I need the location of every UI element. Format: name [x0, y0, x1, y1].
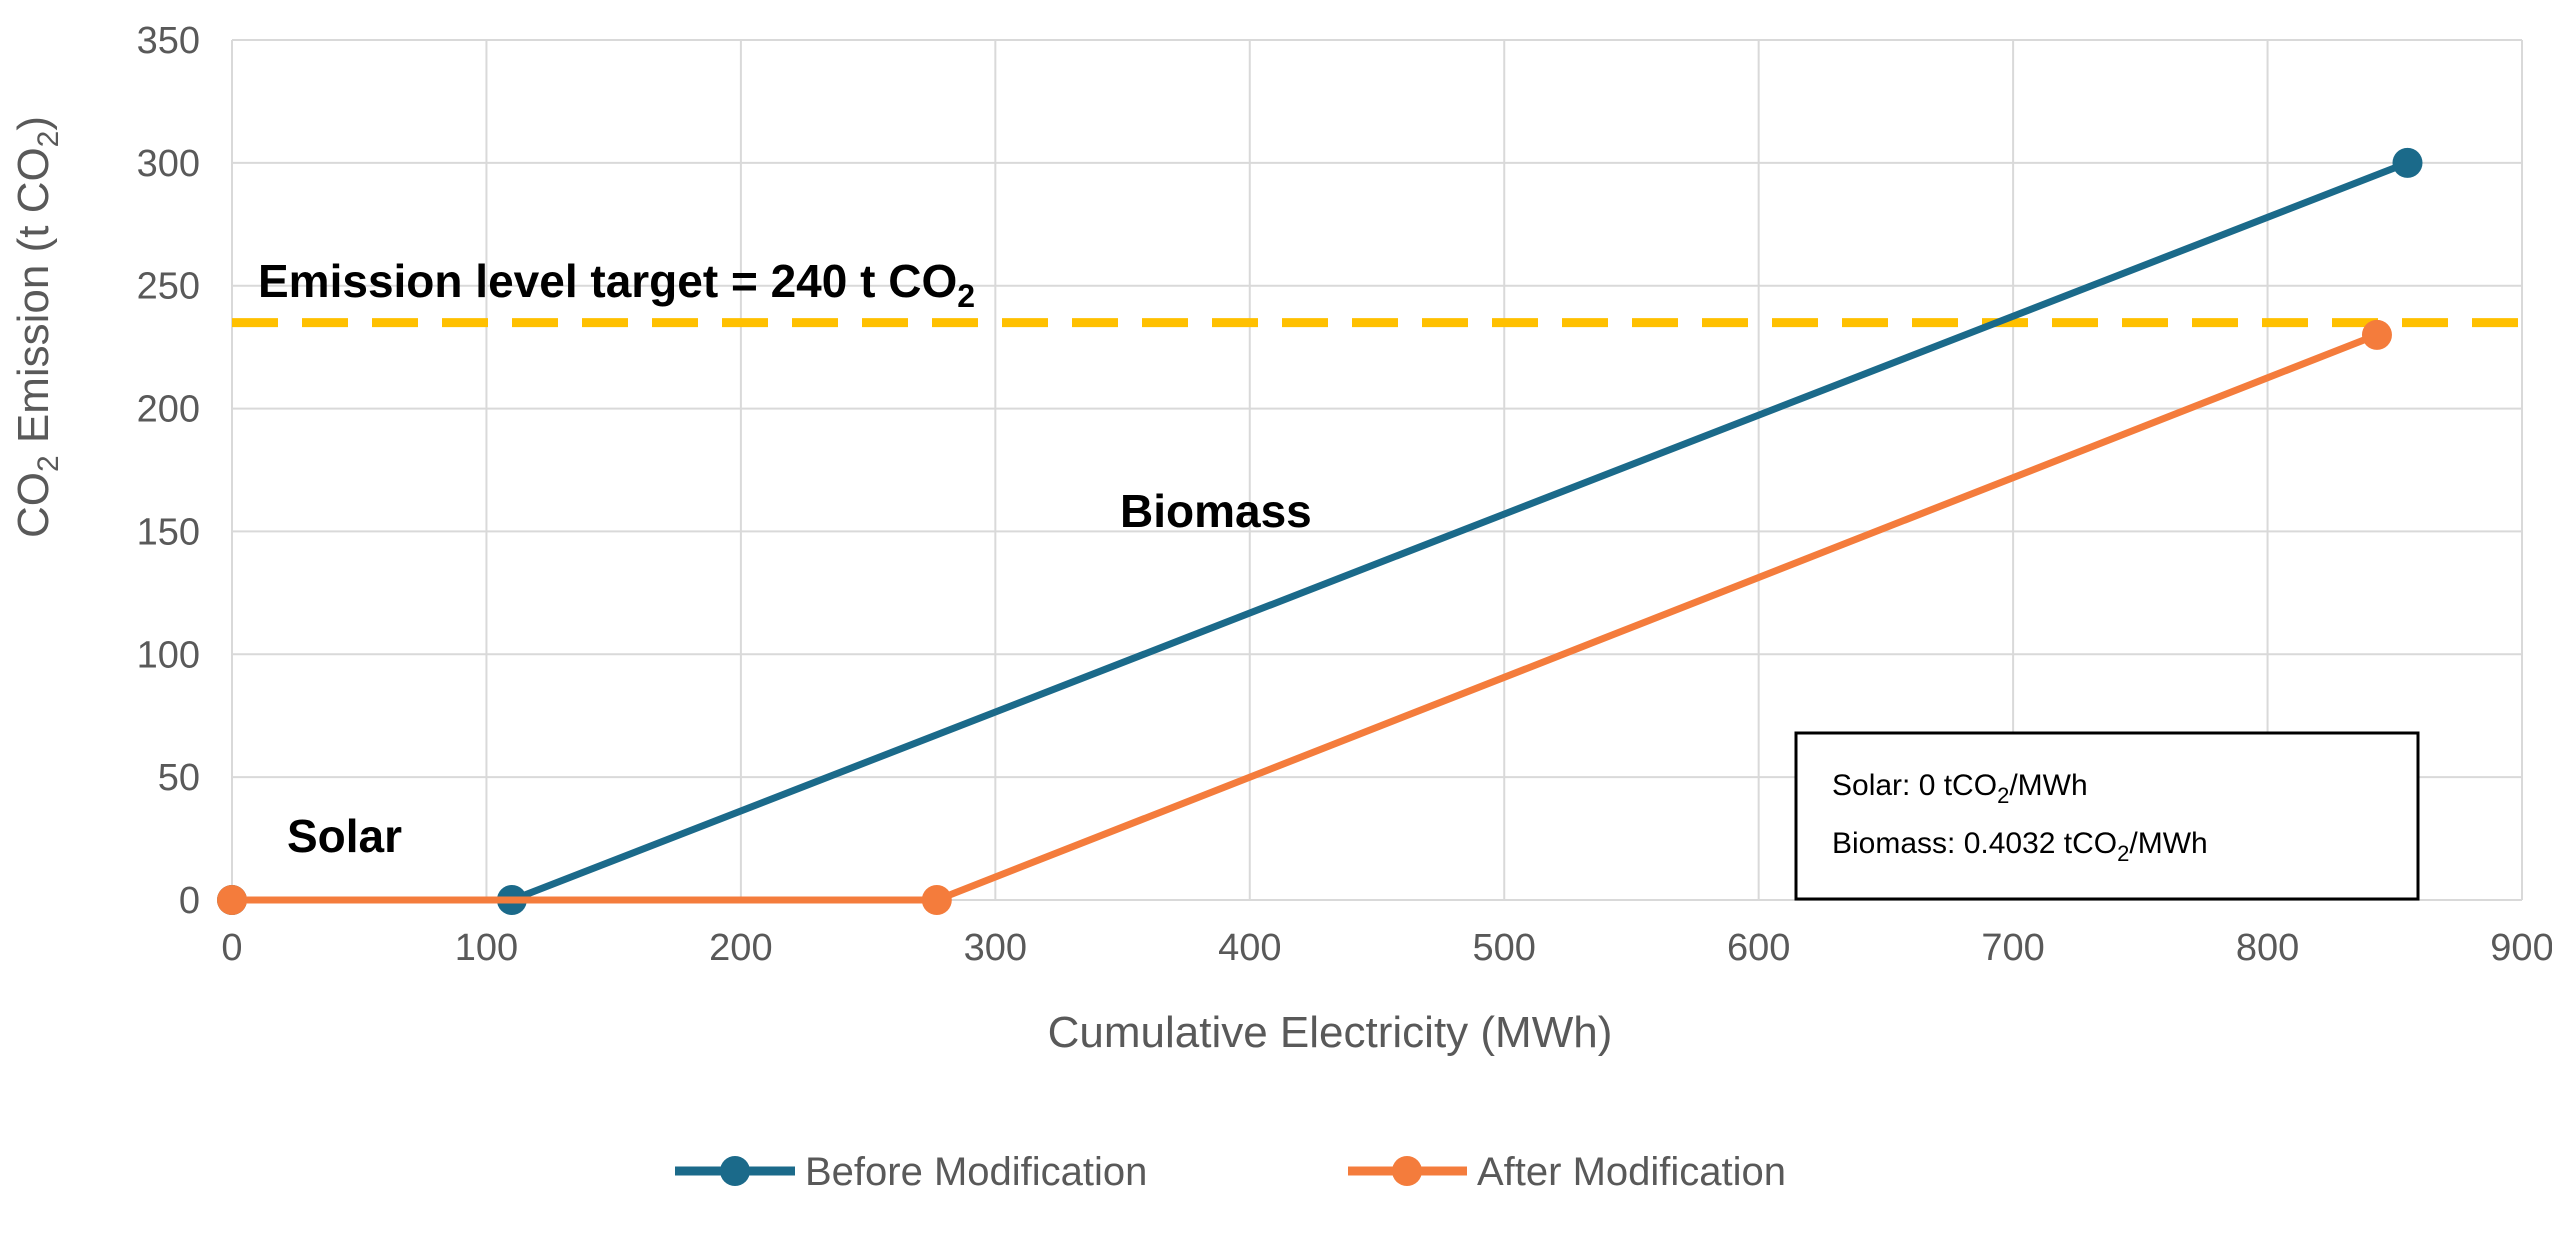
x-axis-title: Cumulative Electricity (MWh) [1048, 1008, 1613, 1057]
y-tick-label: 0 [179, 880, 200, 922]
y-tick-label: 150 [137, 511, 200, 553]
x-tick-label: 800 [2236, 927, 2299, 969]
legend-label-after: After Modification [1477, 1150, 1786, 1194]
legend: Before Modification After Modification [675, 1150, 1786, 1194]
y-tick-label: 250 [137, 266, 200, 308]
x-tick-label: 400 [1218, 927, 1281, 969]
x-tick-label: 500 [1473, 927, 1536, 969]
legend-item-before[interactable]: Before Modification [675, 1150, 1147, 1194]
x-tick-label: 900 [2490, 927, 2552, 969]
legend-item-after[interactable]: After Modification [1348, 1150, 1786, 1194]
data-point-before[interactable] [2392, 147, 2423, 178]
x-tick-label: 0 [221, 927, 242, 969]
grid [231, 39, 2523, 901]
x-tick-label: 100 [455, 927, 518, 969]
tick-labels: 0 50 100 150 200 250 300 350 0 100 200 300 400 500 600… [137, 20, 2552, 969]
y-tick-label: 350 [137, 20, 200, 62]
data-point-after[interactable] [921, 885, 952, 915]
y-tick-label: 100 [137, 634, 200, 676]
legend-marker-before [720, 1156, 750, 1186]
x-tick-label: 700 [1981, 927, 2044, 969]
biomass-annotation: Biomass [1120, 485, 1312, 537]
target-label: Emission level target = 240 t CO2 [258, 255, 975, 314]
y-axis-title: CO2 Emission (t CO2) [9, 116, 65, 538]
y-tick-label: 300 [137, 143, 200, 185]
data-point-after[interactable] [2361, 319, 2392, 350]
y-tick-label: 200 [137, 389, 200, 431]
data-point-after[interactable] [217, 885, 247, 915]
solar-annotation: Solar [287, 810, 402, 862]
info-box: Solar: 0 tCO2/MWh Biomass: 0.4032 tCO2/M… [1794, 731, 2420, 901]
x-tick-label: 300 [964, 927, 1027, 969]
info-biomass: Biomass: 0.4032 tCO2/MWh [1832, 827, 2208, 866]
x-tick-label: 600 [1727, 927, 1790, 969]
legend-label-before: Before Modification [805, 1150, 1147, 1194]
legend-marker-after [1392, 1156, 1422, 1186]
info-solar: Solar: 0 tCO2/MWh [1832, 769, 2088, 808]
y-tick-label: 50 [158, 757, 200, 799]
x-tick-label: 200 [709, 927, 772, 969]
series-group [217, 147, 2423, 915]
